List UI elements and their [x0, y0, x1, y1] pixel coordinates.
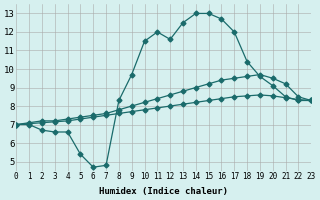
X-axis label: Humidex (Indice chaleur): Humidex (Indice chaleur) [99, 187, 228, 196]
